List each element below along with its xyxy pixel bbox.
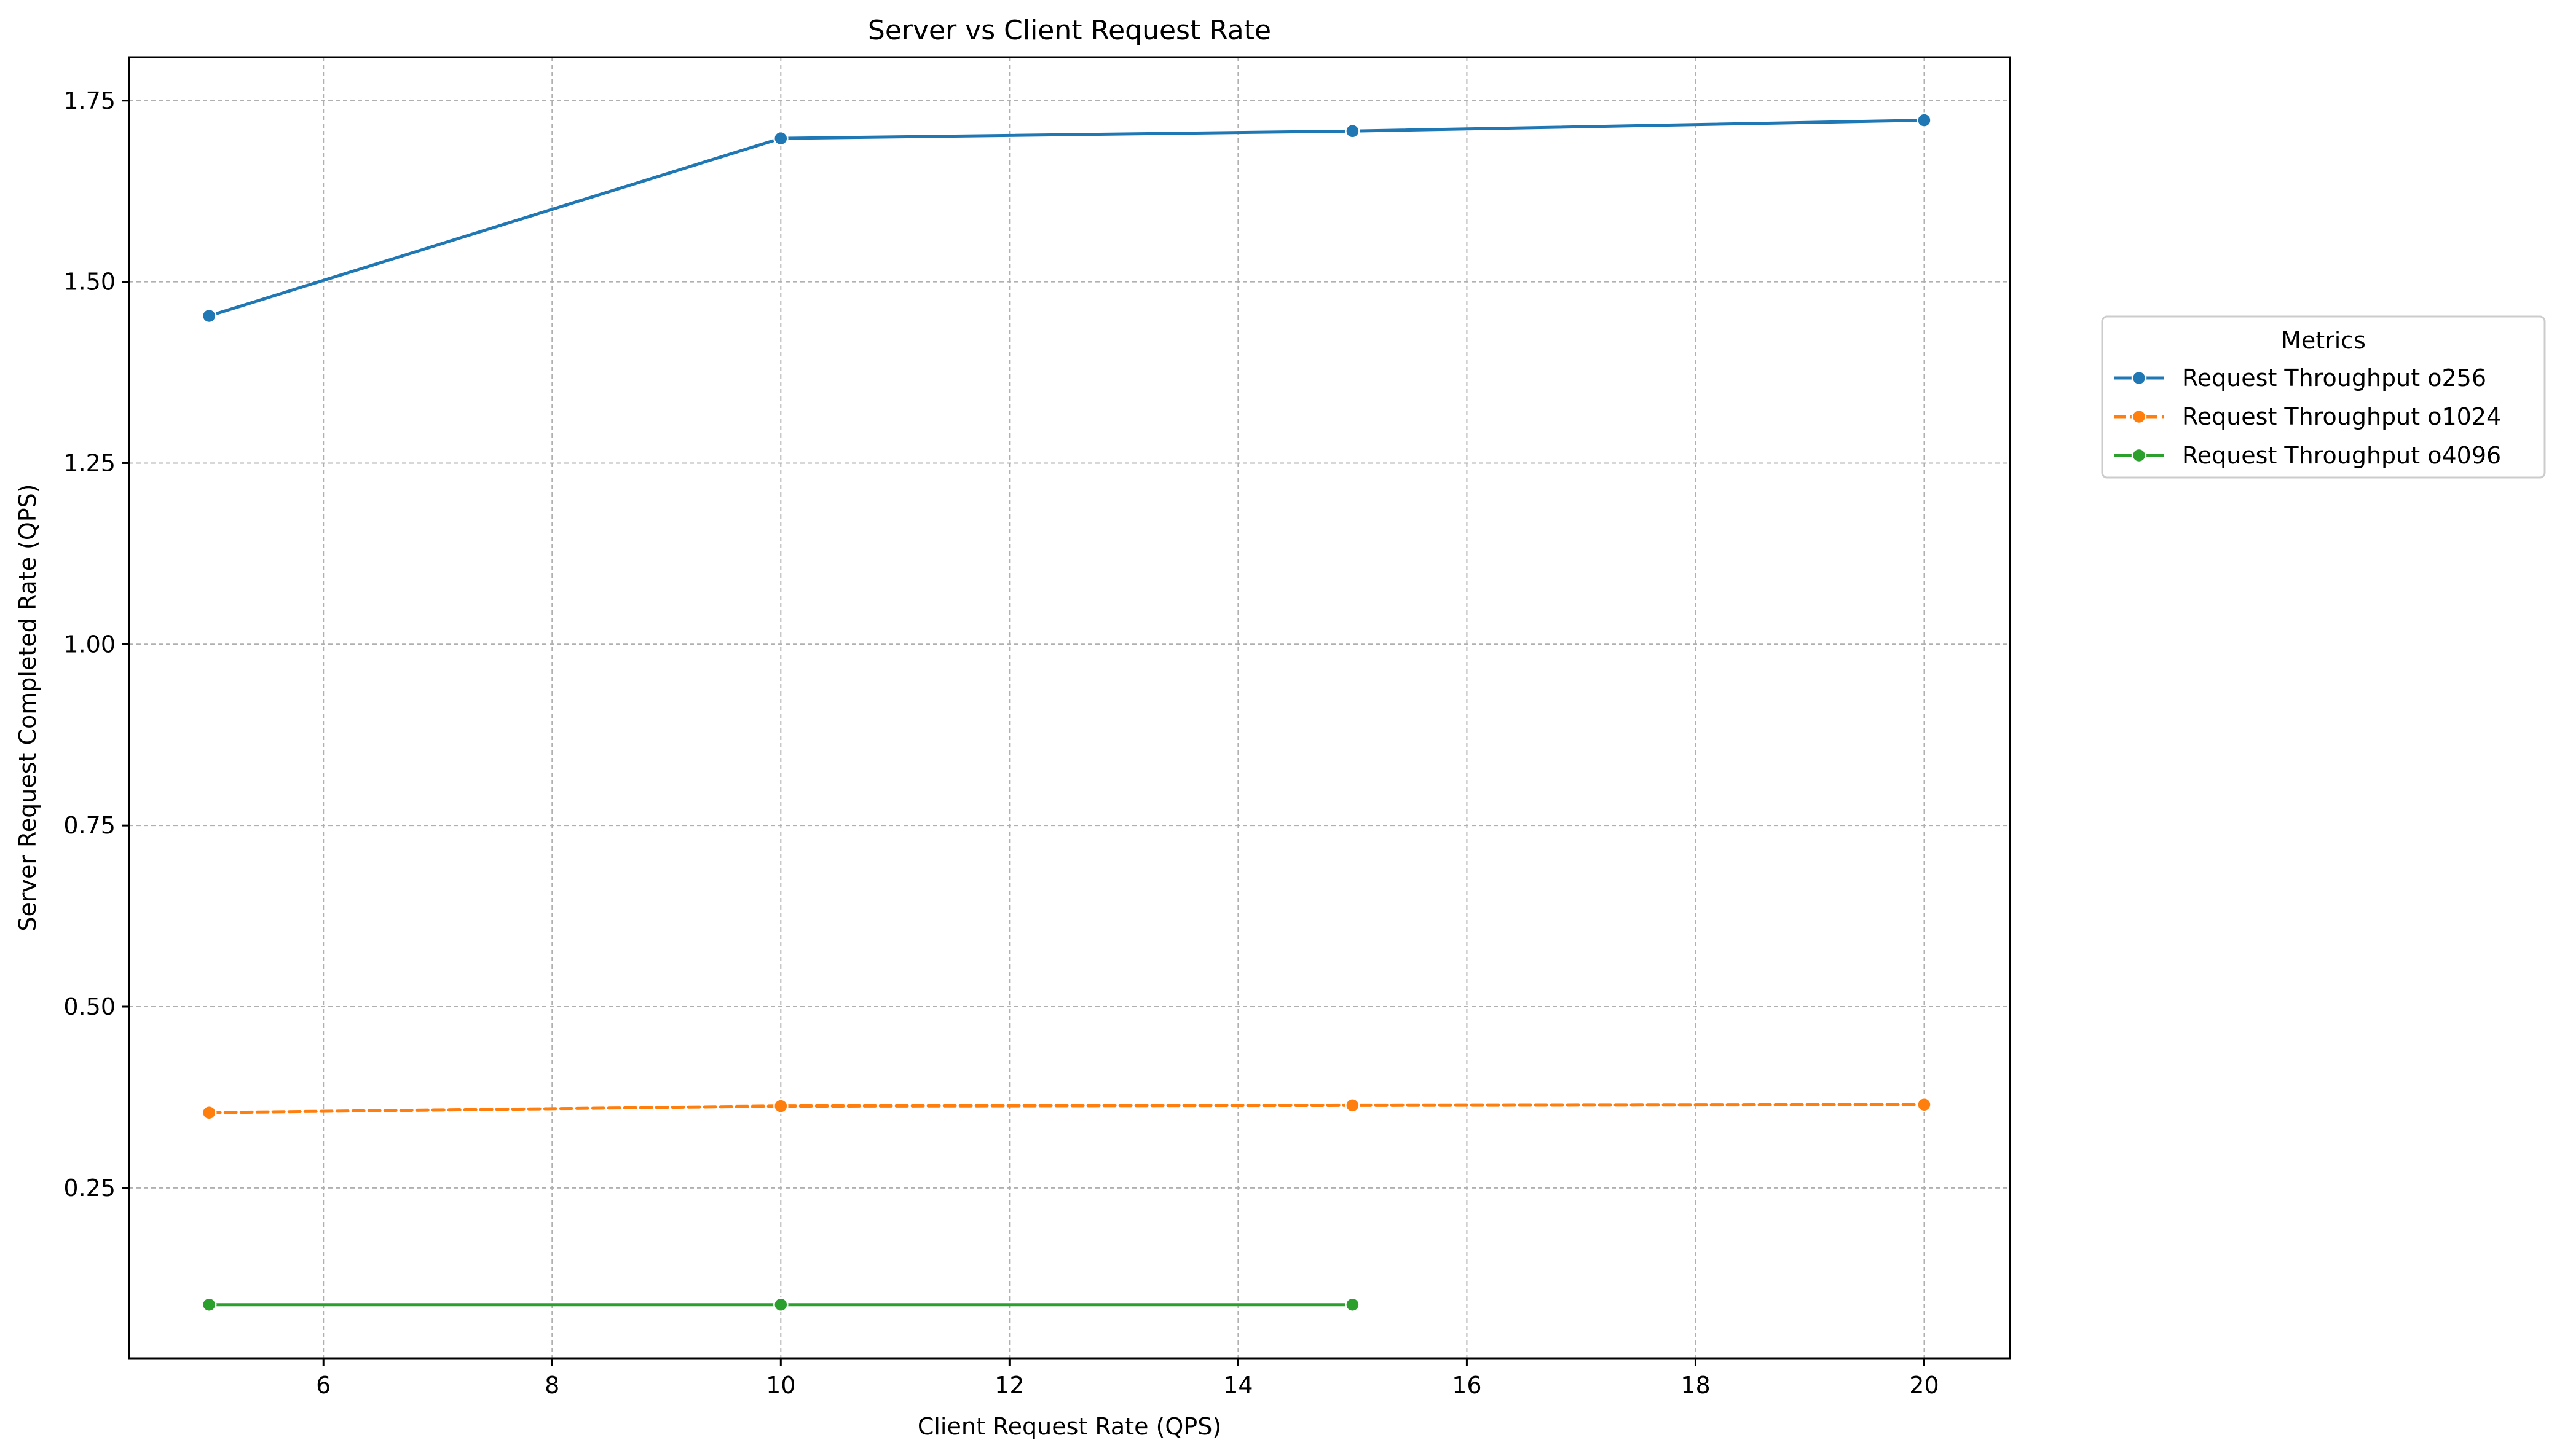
data-point bbox=[201, 1297, 217, 1312]
legend-swatch-marker bbox=[2131, 447, 2147, 463]
data-point bbox=[773, 130, 789, 146]
legend: Metrics Request Throughput o256 Request T… bbox=[2101, 315, 2546, 479]
series-line bbox=[207, 119, 1926, 318]
x-tick-label: 14 bbox=[1223, 1372, 1253, 1399]
data-point bbox=[201, 1104, 217, 1120]
data-point bbox=[1917, 1096, 1932, 1112]
x-tick-label: 12 bbox=[995, 1372, 1024, 1399]
y-tick-label: 0.25 bbox=[63, 1175, 116, 1202]
legend-entry-label: Request Throughput o4096 bbox=[2182, 442, 2501, 469]
x-tick-label: 16 bbox=[1452, 1372, 1481, 1399]
data-point bbox=[201, 308, 217, 324]
data-point bbox=[773, 1098, 789, 1114]
data-point bbox=[1917, 112, 1932, 128]
x-tick-label: 10 bbox=[766, 1372, 795, 1399]
y-tick-label: 1.50 bbox=[63, 269, 116, 296]
legend-box bbox=[2101, 315, 2546, 479]
y-tick-label: 0.75 bbox=[63, 812, 116, 839]
data-point bbox=[773, 1297, 789, 1312]
data-point bbox=[1345, 1098, 1360, 1113]
legend-entry-label: Request Throughput o256 bbox=[2182, 364, 2486, 392]
x-tick-label: 8 bbox=[545, 1372, 559, 1399]
data-point bbox=[1345, 124, 1360, 139]
y-tick-label: 1.00 bbox=[63, 631, 116, 658]
legend-title: Metrics bbox=[2281, 327, 2366, 354]
legend-swatch-marker bbox=[2131, 370, 2147, 386]
x-tick-label: 20 bbox=[1909, 1372, 1939, 1399]
data-point bbox=[1345, 1297, 1360, 1312]
plot-area-frame bbox=[128, 56, 2011, 1360]
y-tick-label: 1.75 bbox=[63, 87, 116, 114]
legend-swatch-marker bbox=[2131, 409, 2147, 425]
x-axis-label: Client Request Rate (QPS) bbox=[918, 1413, 1221, 1440]
series-line bbox=[207, 1103, 1926, 1114]
y-tick-label: 1.25 bbox=[63, 449, 116, 476]
chart-title: Server vs Client Request Rate bbox=[868, 15, 1271, 46]
y-tick-label: 0.50 bbox=[63, 993, 116, 1020]
y-axis-label: Server Request Completed Rate (QPS) bbox=[14, 484, 41, 931]
legend-entry-label: Request Throughput o1024 bbox=[2182, 403, 2501, 430]
x-tick-label: 18 bbox=[1680, 1372, 1710, 1399]
x-tick-label: 6 bbox=[316, 1372, 331, 1399]
